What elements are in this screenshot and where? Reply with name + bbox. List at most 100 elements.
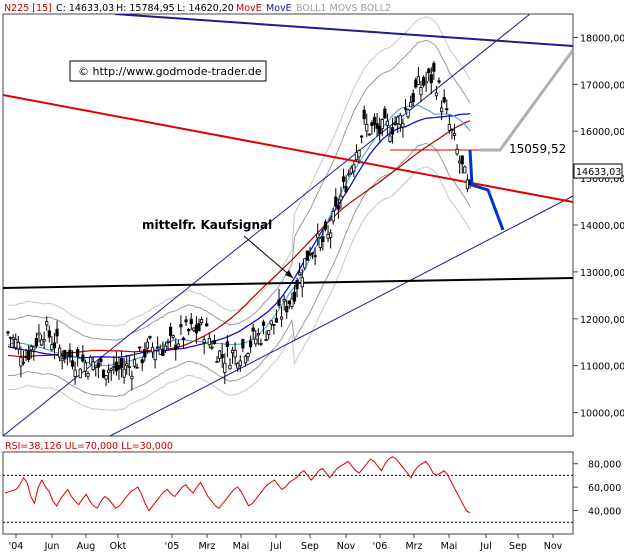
candle	[383, 105, 387, 119]
candle	[277, 288, 281, 309]
candle	[16, 335, 20, 355]
candle	[220, 343, 224, 368]
candle-body	[298, 272, 302, 276]
candle-body	[94, 365, 98, 368]
candle	[334, 188, 338, 209]
candle-body	[254, 338, 258, 345]
header-indicator-2: MovE	[266, 3, 292, 14]
candle	[442, 89, 446, 104]
channel-lower-line	[109, 195, 573, 436]
rsi-plot	[3, 456, 573, 523]
price-plot	[3, 14, 573, 436]
candle	[161, 341, 165, 357]
candle-body	[225, 341, 229, 347]
candle	[169, 322, 173, 347]
candle-body	[434, 92, 439, 97]
projection-gray	[480, 49, 573, 152]
candle	[184, 315, 188, 326]
candle-body	[375, 123, 379, 129]
candle-body	[295, 280, 299, 290]
candle	[238, 355, 242, 372]
candle	[86, 370, 90, 380]
candle	[241, 338, 245, 353]
candle	[445, 99, 449, 114]
candle	[107, 363, 111, 384]
candle-body	[279, 316, 284, 320]
candle	[138, 346, 142, 352]
candle-body	[452, 133, 457, 136]
candle-body	[329, 232, 333, 238]
candle	[429, 67, 433, 95]
price-tick-label: 11000,00	[580, 362, 624, 373]
candle	[205, 317, 209, 327]
candle	[347, 169, 351, 177]
candle	[447, 114, 451, 134]
candle	[282, 295, 286, 311]
candle-body	[396, 116, 400, 124]
candle-body	[455, 148, 459, 155]
candle-body	[236, 362, 240, 369]
candle-body	[60, 358, 64, 362]
candle-body	[158, 348, 162, 355]
candle-body	[65, 352, 69, 355]
candle	[179, 315, 183, 336]
candle-body	[169, 326, 173, 337]
bollinger-outer-lower	[7, 166, 471, 412]
candle-body	[148, 336, 152, 339]
candle-body	[357, 150, 361, 158]
candle-body	[316, 233, 320, 238]
candle	[228, 358, 232, 370]
candle-body	[228, 364, 232, 370]
candle-body	[55, 328, 59, 337]
candle-body	[362, 109, 366, 120]
candle	[463, 165, 467, 174]
candle	[210, 340, 214, 351]
header-indicator-1: MovE	[236, 3, 262, 14]
candle-body	[107, 369, 111, 373]
candle-body	[76, 349, 80, 357]
candle-body	[161, 350, 165, 357]
candle	[357, 149, 361, 164]
candle-body	[143, 349, 147, 358]
candle-body	[181, 337, 186, 341]
price-tick-label: 10000,00	[580, 409, 624, 420]
candle-body	[460, 155, 464, 165]
candle-body	[19, 357, 23, 367]
candle	[341, 168, 346, 189]
candle-body	[99, 358, 103, 363]
candle-body	[393, 123, 397, 126]
candle-body	[96, 362, 100, 368]
candle-body	[34, 337, 38, 346]
candle-body	[264, 339, 268, 341]
candle-body	[440, 107, 444, 113]
candle	[83, 359, 88, 377]
candle	[150, 342, 155, 358]
x-tick-label: Mai	[233, 541, 250, 552]
candle-body	[378, 125, 382, 134]
price-tick-label: 18000,00	[580, 33, 624, 44]
candle-body	[212, 340, 217, 344]
candle	[32, 346, 36, 361]
candle	[310, 251, 315, 260]
x-tick-label: Mai	[441, 541, 458, 552]
candle	[225, 335, 229, 358]
candle-body	[352, 164, 356, 172]
candle-body	[367, 133, 371, 136]
candle-body	[249, 340, 253, 348]
candle	[135, 363, 139, 369]
candle-body	[277, 299, 281, 306]
candle-body	[114, 361, 119, 372]
candle-body	[406, 109, 410, 118]
candle	[81, 345, 85, 363]
candle	[42, 331, 46, 349]
candle	[27, 345, 31, 363]
candle	[96, 358, 100, 379]
candle-body	[326, 233, 330, 239]
candle-body	[47, 330, 51, 338]
candle	[401, 118, 405, 138]
candle-body	[194, 324, 199, 334]
candle-body	[199, 319, 204, 323]
moving-average-slow	[7, 120, 471, 358]
annotation-arrow	[243, 235, 294, 279]
candle-body	[359, 135, 364, 138]
